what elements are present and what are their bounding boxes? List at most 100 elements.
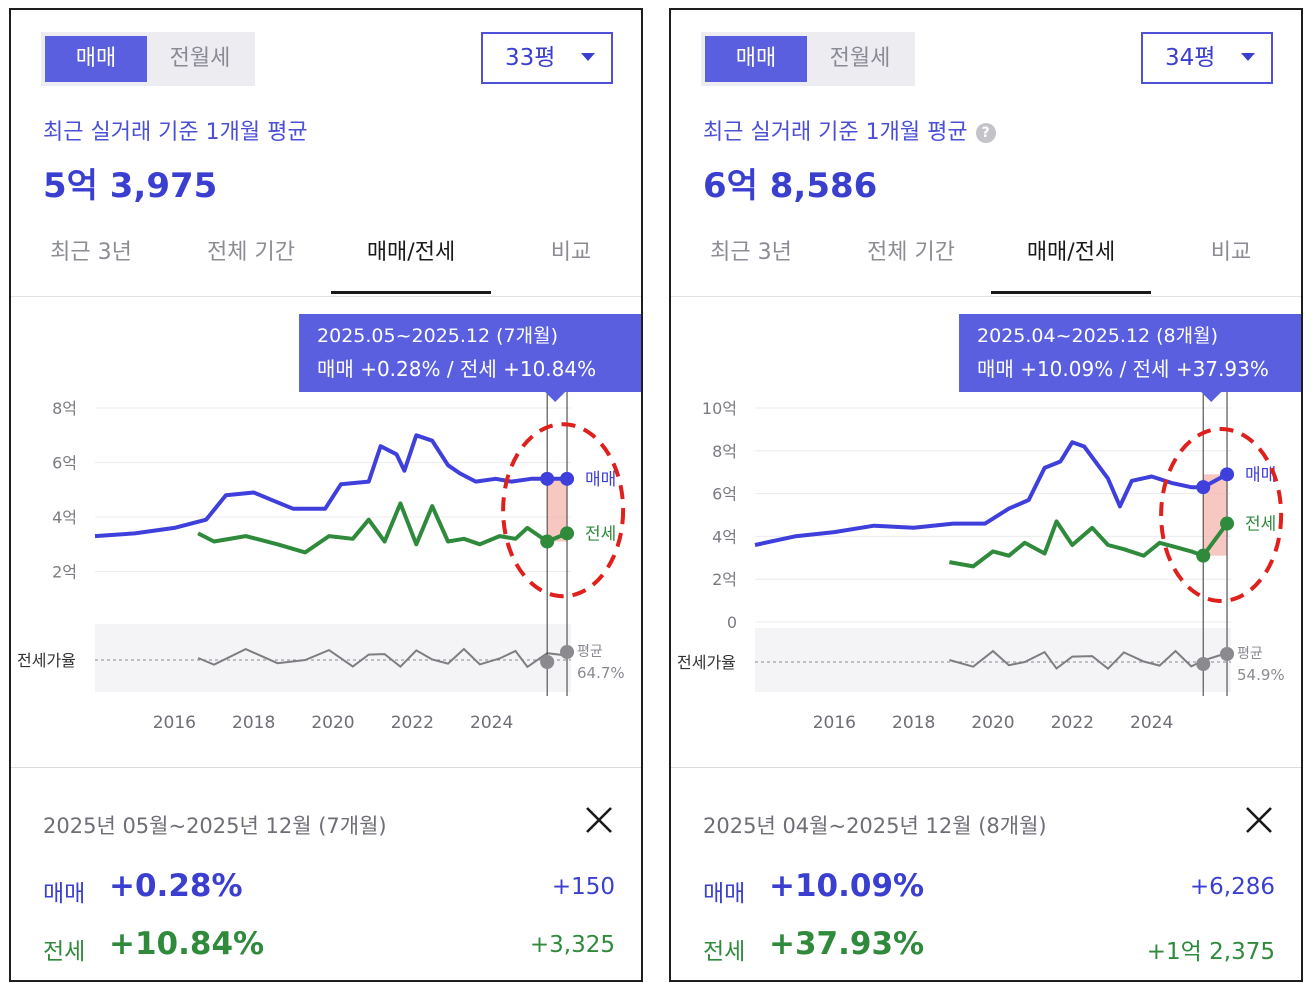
deal-type-rent[interactable]: 전월세: [169, 46, 231, 71]
x-tick-label: 2016: [813, 713, 856, 733]
price-panel-left: 매매 전월세 33평 최근 실거래 기준 1개월 평균 5억 3,975 최근 …: [9, 8, 643, 982]
highlight-circle: [1159, 427, 1284, 603]
rent-label: 전세: [43, 939, 86, 965]
tab-buy-rent[interactable]: 매매/전세: [331, 228, 491, 294]
ratio-point: [1196, 657, 1211, 671]
tooltip-range: 2025.05~2025.12 (7개월): [317, 325, 558, 347]
legend-label: 전세: [585, 524, 616, 544]
series-point: [1196, 548, 1211, 563]
deal-type-toggle: 매매 전월세: [701, 32, 915, 86]
chevron-down-icon: [1241, 53, 1255, 61]
ratio-band: [755, 628, 1231, 692]
tooltip-change: 매매 +0.28% / 전세 +10.84%: [317, 357, 596, 381]
y-tick-label: 8억: [52, 399, 77, 418]
close-icon[interactable]: [1241, 802, 1277, 838]
buy-label: 매매: [43, 881, 86, 907]
help-icon[interactable]: ?: [975, 123, 996, 143]
y-tick-label: 8억: [712, 442, 737, 461]
avg-value: 64.7%: [577, 664, 625, 682]
selected-period: 2025년 04월~2025년 12월 (8개월): [703, 814, 1047, 838]
buy-change-row: 매매 +0.28% +150: [43, 868, 615, 912]
legend-label: 매매: [585, 470, 616, 490]
ratio-label: 전세가율: [677, 653, 736, 672]
tab-compare[interactable]: 비교: [550, 240, 592, 265]
average-price: 6억 8,586: [703, 166, 878, 206]
x-tick-label: 2024: [1130, 713, 1173, 733]
tab-all-period[interactable]: 전체 기간: [867, 240, 955, 265]
series-point: [540, 534, 555, 549]
price-basis-text: 최근 실거래 기준 1개월 평균: [43, 120, 308, 145]
tooltip-arrow: [1201, 392, 1222, 402]
ratio-point: [540, 655, 555, 669]
tooltip-box: [959, 314, 1301, 392]
size-dropdown[interactable]: 33평: [481, 32, 613, 84]
ratio-line: [949, 649, 1228, 671]
tab-recent-3y[interactable]: 최근 3년: [710, 240, 792, 265]
buy-percent: +0.28%: [109, 868, 243, 904]
series-line-buy: [94, 433, 567, 539]
price-basis-label: 최근 실거래 기준 1개월 평균: [43, 114, 308, 146]
tab-buy-rent[interactable]: 매매/전세: [991, 228, 1151, 294]
x-tick-label: 2022: [391, 713, 434, 733]
series-point: [1220, 467, 1235, 482]
average-price: 5억 3,975: [43, 166, 218, 206]
ratio-line: [197, 647, 568, 669]
series-point: [560, 526, 575, 541]
x-tick-label: 2016: [153, 713, 196, 733]
y-tick-label: 0: [727, 613, 737, 632]
avg-label: 평균: [1237, 646, 1263, 662]
legend-label: 매매: [1245, 465, 1276, 485]
x-tick-label: 2020: [311, 713, 354, 733]
legend-label: 전세: [1245, 515, 1276, 535]
series-point: [540, 471, 555, 486]
size-dropdown[interactable]: 34평: [1141, 32, 1273, 84]
period-tabs: 최근 3년 전체 기간 매매/전세 비교: [671, 228, 1301, 297]
series-line-rent: [949, 519, 1229, 569]
buy-label: 매매: [703, 881, 746, 907]
series-line-rent: [197, 501, 568, 555]
ratio-label: 전세가율: [17, 651, 76, 670]
x-tick-label: 2024: [470, 713, 513, 733]
x-tick-label: 2018: [232, 713, 275, 733]
rent-label: 전세: [703, 939, 746, 965]
deal-type-rent[interactable]: 전월세: [829, 46, 891, 71]
rent-amount: +1억 2,375: [1146, 939, 1275, 965]
rent-change-row: 전세 +10.84% +3,325: [43, 926, 615, 970]
chevron-down-icon: [581, 53, 595, 61]
y-tick-label: 6억: [712, 485, 737, 504]
rent-change-row: 전세 +37.93% +1억 2,375: [703, 926, 1275, 970]
ratio-point: [1220, 647, 1235, 661]
deal-type-toggle: 매매 전월세: [41, 32, 255, 86]
series-point: [1220, 516, 1235, 531]
highlight-range: [1203, 474, 1228, 556]
deal-type-buy[interactable]: 매매: [705, 36, 807, 82]
tab-recent-3y[interactable]: 최근 3년: [50, 240, 132, 265]
avg-label: 평균: [577, 644, 603, 660]
tooltip-box: [299, 314, 641, 392]
y-tick-label: 10억: [702, 399, 737, 418]
ratio-band: [95, 624, 571, 692]
divider: [11, 767, 641, 768]
ratio-point: [560, 645, 575, 659]
buy-change-row: 매매 +10.09% +6,286: [703, 868, 1275, 912]
divider: [671, 767, 1301, 768]
close-icon[interactable]: [581, 802, 617, 838]
avg-value: 54.9%: [1237, 666, 1285, 684]
y-tick-label: 4억: [52, 508, 77, 527]
tooltip-arrow: [545, 392, 566, 402]
selected-period: 2025년 05월~2025년 12월 (7개월): [43, 814, 387, 838]
deal-type-buy[interactable]: 매매: [45, 36, 147, 82]
size-value: 34평: [1165, 45, 1216, 71]
series-point: [1196, 480, 1211, 495]
x-tick-label: 2022: [1051, 713, 1094, 733]
tooltip-change: 매매 +10.09% / 전세 +37.93%: [977, 357, 1269, 381]
tab-compare[interactable]: 비교: [1210, 240, 1252, 265]
tab-all-period[interactable]: 전체 기간: [207, 240, 295, 265]
buy-percent: +10.09%: [769, 868, 925, 904]
period-tabs: 최근 3년 전체 기간 매매/전세 비교: [11, 228, 641, 297]
highlight-range: [547, 478, 568, 542]
buy-amount: +6,286: [1189, 874, 1275, 900]
tooltip-range: 2025.04~2025.12 (8개월): [977, 325, 1218, 347]
